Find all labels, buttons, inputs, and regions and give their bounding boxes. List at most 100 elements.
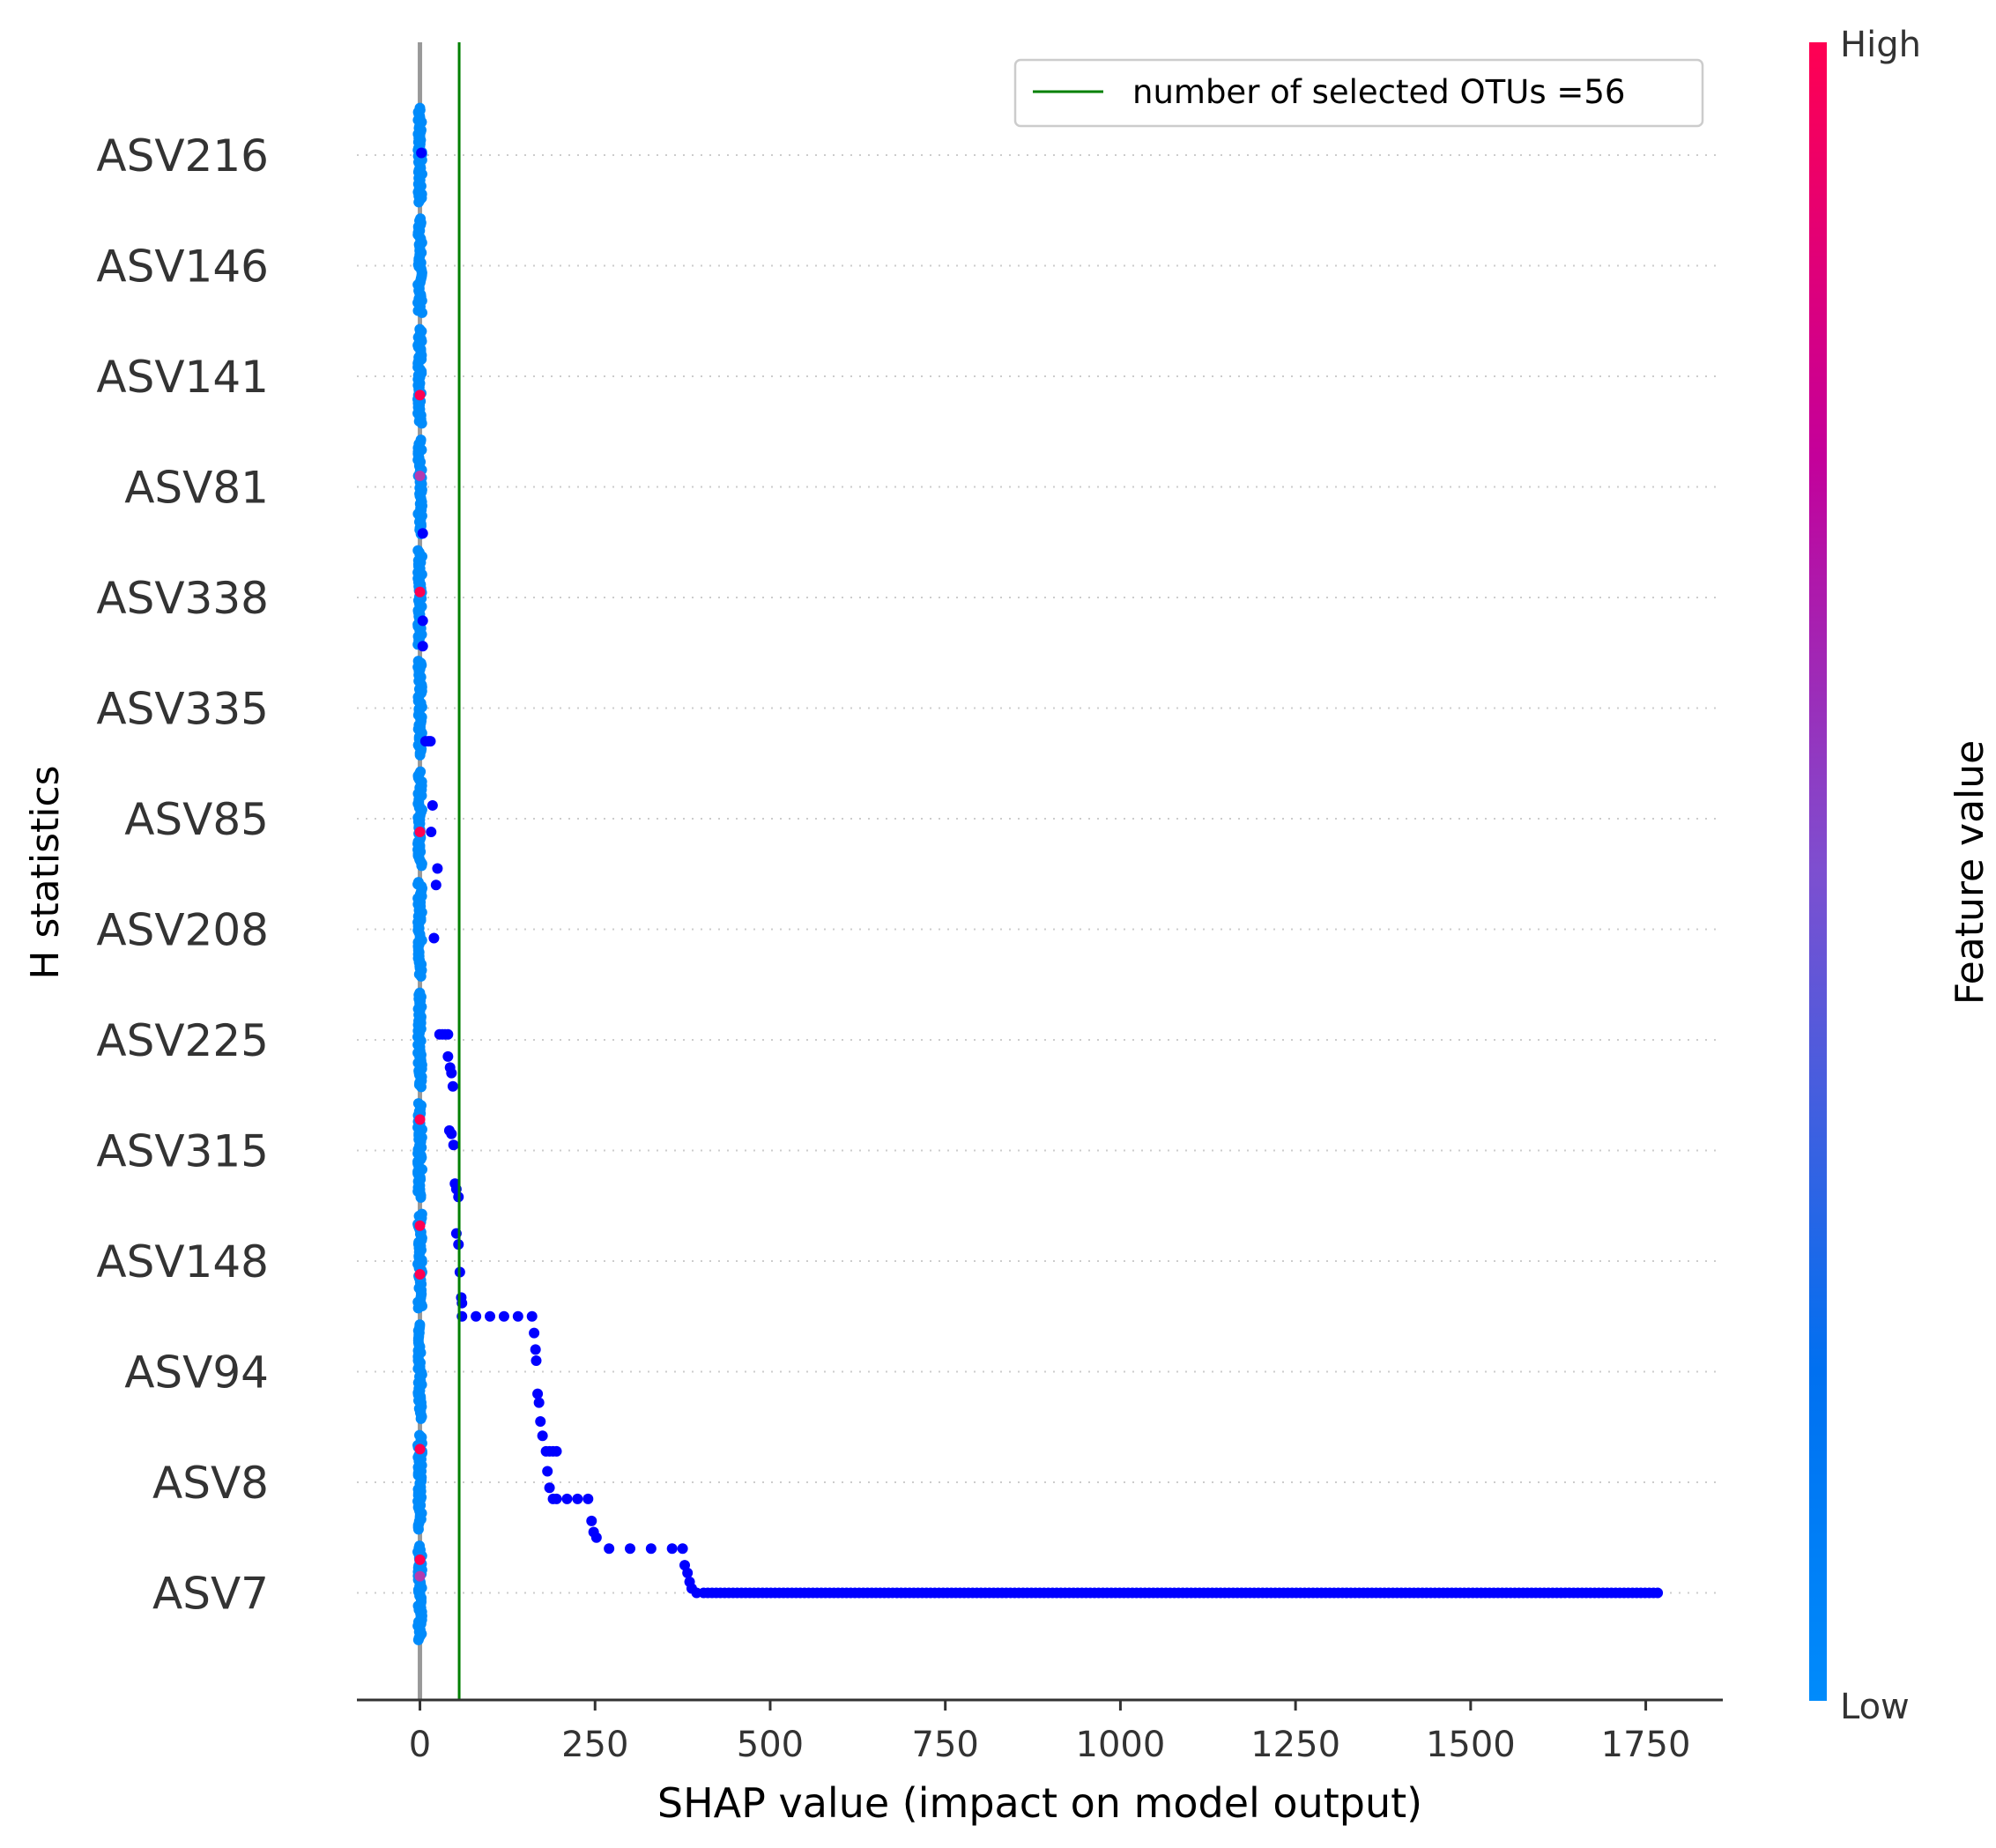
point-asv225-selected bbox=[447, 1080, 458, 1092]
point-asv94-selected bbox=[471, 1310, 482, 1322]
point-asv85-selected bbox=[426, 827, 437, 838]
point-asv225-low bbox=[415, 1081, 427, 1093]
point-asv7-selected bbox=[677, 1543, 688, 1555]
legend-entry-threshold: number of selected OTUs =56 bbox=[1132, 73, 1625, 111]
point-asv335-low bbox=[414, 749, 426, 761]
point-asv148-low bbox=[412, 1303, 424, 1314]
point-asv315-high bbox=[414, 1114, 426, 1125]
point-asv8-selected bbox=[561, 1493, 573, 1504]
colorbar-title: Feature value bbox=[1948, 740, 1992, 1005]
point-asv216-selected bbox=[416, 147, 427, 159]
x-tick-label-1750: 1750 bbox=[1601, 1725, 1691, 1765]
point-asv81-selected bbox=[417, 528, 428, 539]
x-tick-label-250: 250 bbox=[561, 1725, 628, 1765]
x-tick-label-1500: 1500 bbox=[1426, 1725, 1516, 1765]
y-tick-label-asv216: ASV216 bbox=[96, 130, 269, 182]
point-asv8-low bbox=[412, 1524, 424, 1535]
y-tick-label-asv7: ASV7 bbox=[152, 1569, 269, 1620]
point-asv7-selected bbox=[682, 1567, 694, 1578]
point-asv8-selected bbox=[582, 1493, 594, 1504]
point-asv94-low bbox=[415, 1413, 427, 1424]
y-tick-label-asv225: ASV225 bbox=[96, 1015, 269, 1066]
point-asv315-selected bbox=[448, 1139, 459, 1151]
point-asv8-selected bbox=[544, 1482, 555, 1494]
point-asv7-low bbox=[412, 1634, 424, 1645]
point-asv7-selected bbox=[625, 1543, 635, 1555]
point-asv315-selected bbox=[446, 1128, 457, 1139]
point-asv208-low bbox=[415, 970, 427, 982]
point-asv7-selected bbox=[1652, 1587, 1664, 1599]
x-tick-label-500: 500 bbox=[737, 1725, 804, 1765]
x-tick-label-1250: 1250 bbox=[1250, 1725, 1340, 1765]
point-asv81-mid bbox=[414, 470, 426, 481]
point-asv7-selected bbox=[604, 1543, 615, 1555]
point-asv94-selected bbox=[512, 1310, 523, 1322]
x-ticks: 0 250 500 750 1000 1250 1500 1750 bbox=[409, 1700, 1691, 1765]
point-asv94-selected bbox=[498, 1310, 509, 1322]
point-asv8-selected bbox=[572, 1493, 583, 1504]
y-tick-labels: ASV216 ASV146 ASV141 ASV81 ASV338 ASV335 ASV85… bbox=[96, 130, 269, 1620]
point-asv338-selected bbox=[417, 641, 428, 652]
y-axis-label: H statistics bbox=[23, 765, 68, 979]
legend: number of selected OTUs =56 bbox=[1013, 58, 1704, 128]
y-tick-label-asv8: ASV8 bbox=[152, 1458, 269, 1509]
point-asv85-high bbox=[414, 827, 426, 838]
x-tick-label-1000: 1000 bbox=[1076, 1725, 1166, 1765]
colorbar: High Low Feature value bbox=[1809, 25, 1992, 1727]
point-asv8-selected bbox=[551, 1445, 562, 1457]
point-asv141-low bbox=[416, 418, 427, 429]
y-tick-label-asv141: ASV141 bbox=[96, 352, 269, 403]
point-asv225-selected bbox=[442, 1050, 454, 1062]
point-asv85-low bbox=[416, 860, 427, 872]
point-asv94-selected bbox=[531, 1354, 542, 1366]
y-tick-label-asv85: ASV85 bbox=[124, 794, 269, 845]
point-asv7-mid bbox=[414, 1570, 426, 1582]
point-asv94-selected bbox=[526, 1310, 538, 1322]
point-asv146-low bbox=[416, 307, 427, 318]
point-asv7-selected bbox=[645, 1543, 657, 1555]
point-asv8-selected bbox=[586, 1515, 597, 1526]
colorbar-high-label: High bbox=[1840, 25, 1921, 65]
y-tick-label-asv338: ASV338 bbox=[96, 573, 269, 624]
point-asv208-selected bbox=[430, 879, 441, 891]
point-asv208-selected bbox=[428, 932, 440, 944]
feature-gridlines bbox=[357, 154, 1723, 1594]
y-tick-label-asv146: ASV146 bbox=[96, 241, 269, 293]
point-asv8-selected bbox=[551, 1493, 562, 1504]
point-asv85-selected bbox=[427, 799, 438, 811]
point-asv338-selected bbox=[417, 615, 428, 627]
point-asv148-high bbox=[414, 1220, 426, 1231]
point-asv8-high bbox=[414, 1444, 426, 1455]
colorbar-gradient bbox=[1809, 42, 1827, 1701]
point-asv338-high bbox=[414, 586, 426, 597]
y-tick-label-asv81: ASV81 bbox=[124, 463, 269, 514]
colorbar-low-label: Low bbox=[1840, 1687, 1910, 1727]
point-asv208-selected bbox=[432, 863, 443, 874]
y-tick-label-asv208: ASV208 bbox=[96, 905, 269, 956]
legend-box bbox=[1013, 58, 1704, 128]
point-asv8-selected bbox=[590, 1532, 602, 1543]
y-tick-label-asv94: ASV94 bbox=[124, 1347, 269, 1399]
shap-points bbox=[412, 102, 1664, 1645]
point-asv94-selected bbox=[530, 1344, 541, 1355]
y-tick-label-asv315: ASV315 bbox=[96, 1126, 269, 1177]
point-asv7-high bbox=[414, 1554, 426, 1565]
y-tick-label-asv148: ASV148 bbox=[96, 1236, 269, 1288]
x-tick-label-750: 750 bbox=[912, 1725, 979, 1765]
y-tick-label-asv335: ASV335 bbox=[96, 684, 269, 735]
point-asv94-selected bbox=[485, 1310, 496, 1322]
x-axis-label: SHAP value (impact on model output) bbox=[657, 1779, 1422, 1827]
point-asv94-selected bbox=[535, 1415, 546, 1427]
point-asv94-selected bbox=[533, 1397, 545, 1408]
point-asv315-low bbox=[415, 1191, 427, 1203]
point-asv7-selected bbox=[666, 1543, 678, 1555]
point-asv148-high bbox=[414, 1269, 426, 1280]
point-asv216-low bbox=[413, 197, 425, 208]
point-asv225-selected bbox=[446, 1067, 457, 1079]
point-asv8-selected bbox=[542, 1466, 553, 1477]
point-asv141-high bbox=[414, 390, 426, 401]
point-asv225-selected bbox=[442, 1028, 454, 1040]
point-asv335-selected bbox=[425, 736, 436, 747]
point-asv94-selected bbox=[529, 1327, 540, 1339]
